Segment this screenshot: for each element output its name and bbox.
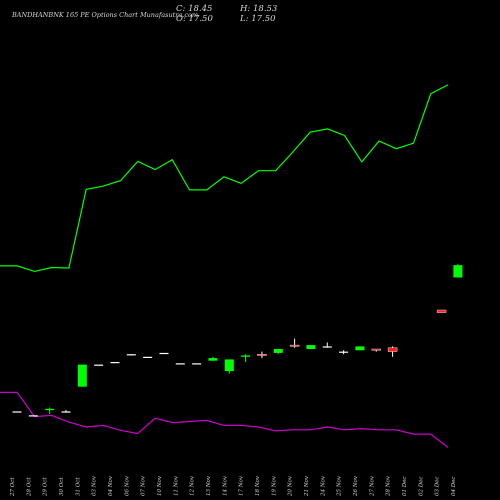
candle bbox=[306, 345, 316, 349]
lower-indicator-line bbox=[0, 391, 449, 448]
date-tick-label: 11 Nov bbox=[173, 475, 179, 496]
date-tick-label: 31 Oct bbox=[75, 477, 81, 496]
high-value: H: 18.53 bbox=[240, 4, 278, 14]
candle bbox=[224, 359, 234, 372]
candle bbox=[289, 344, 300, 347]
date-tick-label: 02 Dec bbox=[418, 477, 424, 497]
close-value: C: 18.45 bbox=[176, 4, 213, 14]
date-tick-label: 14 Nov bbox=[222, 475, 228, 496]
date-tick-label: 20 Nov bbox=[288, 475, 294, 497]
chart-title: BANDHANBNK 165 PE Options Chart Munafasu… bbox=[12, 11, 199, 19]
candle bbox=[355, 346, 365, 351]
candle bbox=[126, 354, 136, 356]
date-tick-label: 28 Nov bbox=[386, 475, 392, 497]
candle bbox=[453, 265, 463, 278]
date-tick-label: 27 Nov bbox=[369, 475, 375, 497]
candle bbox=[143, 356, 153, 358]
date-tick-label: 03 Dec bbox=[435, 477, 441, 497]
date-tick-label: 01 Dec bbox=[402, 477, 408, 497]
date-tick-label: 04 Nov bbox=[108, 475, 114, 496]
candle bbox=[192, 363, 202, 365]
date-tick-label: 27 Oct bbox=[10, 477, 16, 497]
date-tick-label: 03 Nov bbox=[92, 475, 98, 496]
candle bbox=[28, 415, 38, 417]
candle bbox=[110, 362, 120, 364]
date-tick-label: 29 Oct bbox=[43, 477, 49, 497]
low-value: L: 17.50 bbox=[240, 14, 276, 24]
date-tick-label: 24 Nov bbox=[320, 475, 326, 497]
open-value: O: 17.50 bbox=[176, 14, 213, 24]
date-tick-label: 04 Dec bbox=[451, 477, 457, 497]
candle bbox=[61, 411, 71, 413]
candle bbox=[208, 358, 218, 361]
date-tick-label: 06 Nov bbox=[124, 475, 130, 496]
date-tick-label: 12 Nov bbox=[190, 475, 196, 496]
candle bbox=[257, 354, 267, 356]
date-tick-label: 17 Nov bbox=[239, 475, 245, 496]
date-tick-label: 18 Nov bbox=[255, 475, 261, 496]
candle bbox=[12, 411, 22, 413]
date-tick-label: 13 Nov bbox=[206, 475, 212, 496]
date-tick-label: 25 Nov bbox=[337, 475, 343, 497]
candle bbox=[322, 346, 332, 348]
candle bbox=[339, 351, 349, 353]
date-tick-label: 30 Oct bbox=[59, 477, 65, 496]
candle bbox=[241, 355, 251, 357]
date-tick-label: 26 Nov bbox=[353, 475, 359, 497]
candle bbox=[371, 348, 381, 351]
date-tick-label: 19 Nov bbox=[271, 475, 277, 496]
date-tick-label: 28 Oct bbox=[26, 477, 32, 497]
date-tick-label: 07 Nov bbox=[141, 475, 147, 496]
date-tick-label: 21 Nov bbox=[304, 475, 310, 497]
candle bbox=[94, 364, 104, 366]
upper-indicator-line bbox=[0, 84, 449, 273]
date-tick-label: 10 Nov bbox=[157, 475, 163, 496]
candle bbox=[159, 352, 169, 355]
candle bbox=[387, 347, 398, 352]
candle bbox=[175, 363, 185, 365]
candle bbox=[436, 309, 447, 313]
candle bbox=[77, 364, 87, 387]
candle bbox=[273, 349, 283, 353]
candle bbox=[45, 408, 55, 411]
